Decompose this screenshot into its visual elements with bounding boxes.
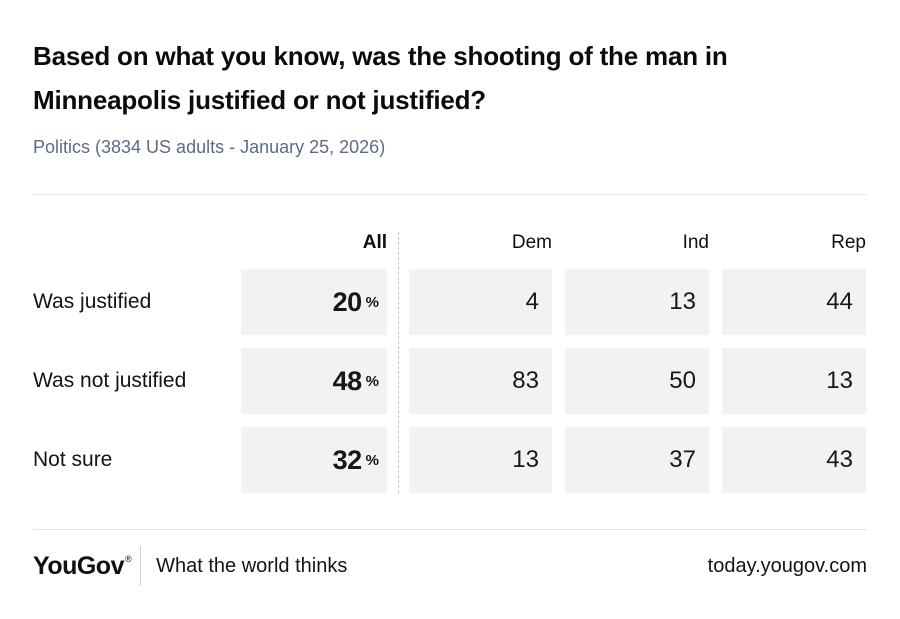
row1-percent-sign: % xyxy=(365,372,379,390)
row2-cell-ind: 37 xyxy=(565,427,709,493)
poll-metadata: Politics (3834 US adults - January 25, 2… xyxy=(33,137,386,157)
footer-tagline: What the world thinks xyxy=(156,554,348,577)
page-title: Based on what you know, was the shooting… xyxy=(33,34,867,122)
row0-cell-all: 20 % xyxy=(241,269,387,335)
row1-cell-ind: 50 xyxy=(565,348,709,414)
row1-cell-rep: 13 xyxy=(722,348,866,414)
poll-graphic: Based on what you know, was the shooting… xyxy=(0,34,900,619)
row0-all-value: 20 xyxy=(332,286,363,317)
row0-label: Was justified xyxy=(33,290,152,313)
footer-vertical-separator xyxy=(140,546,142,586)
results-table: All Dem Ind Rep Was justified 20 % 4 13 … xyxy=(33,232,867,493)
column-header-rep: Rep xyxy=(831,232,866,253)
row1-all-value: 48 xyxy=(332,365,363,396)
row1-cell-all: 48 % xyxy=(241,348,387,414)
row2-cell-all: 32 % xyxy=(241,427,387,493)
column-header-all: All xyxy=(362,232,387,253)
row2-cell-dem: 13 xyxy=(409,427,552,493)
footer-divider xyxy=(33,529,867,530)
yougov-logo-text: YouGov xyxy=(33,551,124,580)
row0-cell-ind: 13 xyxy=(565,269,709,335)
all-vs-party-separator xyxy=(398,232,399,493)
column-header-ind: Ind xyxy=(682,232,709,253)
row2-cell-rep: 43 xyxy=(722,427,866,493)
yougov-logo: YouGov® xyxy=(33,551,132,581)
title-line-2: Minneapolis justified or not justified? xyxy=(33,85,486,115)
row0-cell-dem: 4 xyxy=(409,269,552,335)
registered-mark: ® xyxy=(124,554,132,565)
row0-cell-rep: 44 xyxy=(722,269,866,335)
row2-percent-sign: % xyxy=(365,451,379,469)
top-divider xyxy=(33,194,867,195)
title-line-1: Based on what you know, was the shooting… xyxy=(33,41,728,71)
row2-label: Not sure xyxy=(33,448,113,471)
row2-all-value: 32 xyxy=(332,444,363,475)
column-header-dem: Dem xyxy=(511,232,552,253)
row0-percent-sign: % xyxy=(365,293,379,311)
row1-cell-dem: 83 xyxy=(409,348,552,414)
footer-site-url: today.yougov.com xyxy=(707,554,867,577)
footer: YouGov® What the world thinks today.youg… xyxy=(33,546,867,586)
row1-label: Was not justified xyxy=(33,369,187,392)
